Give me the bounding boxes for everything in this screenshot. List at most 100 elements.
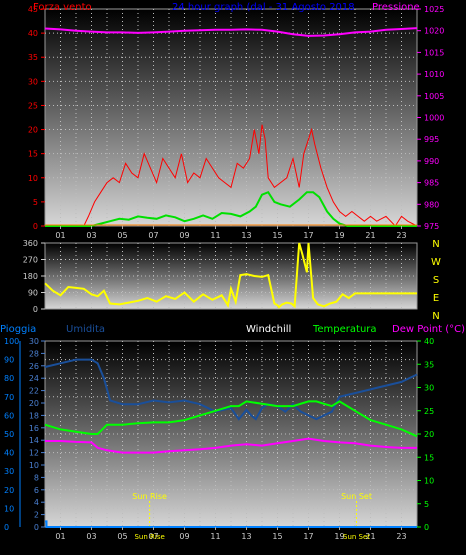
x-tick-label: 07	[148, 532, 158, 541]
right-y-tick-label: 1025	[424, 5, 444, 14]
left-y-tick-label: 30	[28, 77, 38, 86]
rain-y-tick-label: 70	[4, 393, 14, 402]
temperature-y-tick-label: 25	[424, 407, 434, 416]
humidity-y-tick-label: 26	[29, 362, 39, 371]
wind-speed-line	[45, 124, 418, 227]
direction-y-tick-label: 90	[28, 289, 38, 298]
chart-title: 24 hour graph (dal - 31 Agosto 2018	[172, 2, 355, 13]
temperature-y-tick-label: 35	[424, 360, 434, 369]
right-y-tick-label: 980	[424, 200, 439, 209]
x-tick-label: 05	[117, 532, 127, 541]
sun-marker-label: Sun Rise	[132, 492, 167, 501]
climate-grid	[45, 341, 417, 527]
rain-y-tick-label: 20	[4, 486, 14, 495]
left-y-tick-label: 0	[33, 222, 38, 231]
direction-y-tick-label: 180	[23, 272, 38, 281]
humidity-y-tick-label: 12	[29, 449, 39, 458]
temperature-y-tick-label: 40	[424, 337, 434, 346]
climate-axes: 0102030405060708090100024681012141618202…	[4, 337, 434, 541]
compass-label-n: N	[432, 239, 439, 250]
climate-series: Sun Rise Sun Set	[44, 358, 418, 528]
humidity-y-tick-label: 10	[29, 461, 39, 470]
humidity-y-tick-label: 4	[34, 498, 39, 507]
wind-pressure-series	[44, 27, 418, 227]
rain-line	[45, 520, 417, 528]
dew-point-line	[45, 437, 417, 454]
humidity-y-tick-label: 0	[34, 523, 39, 532]
x-tick-label: 09	[179, 532, 189, 541]
temperature-y-tick-label: 20	[424, 430, 434, 439]
left-y-tick-label: 5	[33, 198, 38, 207]
pressure-label: Pressione	[372, 2, 420, 13]
temperature-y-tick-label: 15	[424, 453, 434, 462]
humidity-line	[44, 358, 418, 421]
rain-y-tick-label: 30	[4, 467, 14, 476]
rain-y-tick-label: 80	[4, 374, 14, 383]
temperature-y-tick-label: 10	[424, 477, 434, 486]
right-y-tick-label: 1000	[424, 114, 444, 123]
left-y-tick-label: 35	[28, 53, 38, 62]
humidity-y-tick-label: 22	[29, 387, 39, 396]
direction-y-tick-label: 270	[23, 256, 38, 265]
compass-label-s: S	[433, 275, 439, 286]
x-tick-label: 23	[396, 231, 406, 240]
rain-y-tick-label: 60	[4, 411, 14, 420]
right-y-tick-label: 1020	[424, 27, 444, 36]
humidity-y-tick-label: 6	[34, 486, 39, 495]
left-y-tick-label: 45	[28, 5, 38, 14]
direction-y-tick-label: 0	[33, 305, 38, 314]
rain-y-tick-label: 40	[4, 449, 14, 458]
x-tick-label: 15	[272, 231, 282, 240]
dew-point-label: Dew Point (°C)	[392, 324, 465, 335]
humidity-y-tick-label: 30	[29, 337, 39, 346]
x-tick-label: 17	[303, 231, 313, 240]
humidity-y-tick-label: 16	[29, 424, 39, 433]
rain-y-tick-label: 100	[4, 337, 19, 346]
x-tick-label: 15	[272, 532, 282, 541]
x-tick-label: 11	[210, 231, 220, 240]
right-y-tick-label: 1015	[424, 48, 444, 57]
x-tick-label: 19	[334, 532, 344, 541]
x-tick-label: 03	[86, 231, 96, 240]
temperature-y-tick-label: 0	[424, 523, 429, 532]
temperature-line	[44, 400, 418, 438]
x-tick-label: 01	[55, 231, 65, 240]
pressure-line	[44, 27, 418, 37]
sun-marker-axis-label: Sun Set	[343, 533, 370, 541]
left-y-tick-label: 15	[28, 150, 38, 159]
windchill-label: Windchill	[246, 324, 291, 335]
x-tick-label: 17	[303, 532, 313, 541]
wind-pressure-axes: 0510152025303540459759809859909951000100…	[28, 5, 445, 240]
right-y-tick-label: 1010	[424, 70, 444, 79]
x-tick-label: 11	[210, 532, 220, 541]
right-y-tick-label: 995	[424, 135, 439, 144]
rain-y-tick-label: 50	[4, 430, 14, 439]
rain-y-tick-label: 10	[4, 504, 14, 513]
wind-direction-series	[44, 242, 417, 309]
wind-pressure-panel: 0510152025303540459759809859909951000100…	[28, 2, 445, 240]
wind-gust-line	[45, 190, 417, 227]
humidity-label: Umidita	[66, 324, 105, 335]
right-y-tick-label: 985	[424, 179, 439, 188]
right-y-tick-label: 1005	[424, 92, 444, 101]
direction-y-tick-label: 360	[23, 239, 38, 248]
right-y-tick-label: 975	[424, 222, 439, 231]
temperature-y-tick-label: 5	[424, 500, 429, 509]
compass-label-w: W	[431, 257, 441, 268]
rain-label: Pioggia	[0, 324, 36, 335]
x-tick-label: 23	[396, 532, 406, 541]
left-y-tick-label: 25	[28, 101, 38, 110]
humidity-y-tick-label: 20	[29, 399, 39, 408]
x-tick-label: 03	[86, 532, 96, 541]
left-y-tick-label: 20	[28, 126, 38, 135]
wind-direction-axes: 0 90 180 270 360	[23, 239, 45, 314]
x-tick-label: 13	[241, 231, 251, 240]
rain-y-tick-label: 0	[4, 523, 9, 532]
humidity-y-tick-label: 18	[29, 411, 39, 420]
wind-pressure-grid	[45, 9, 417, 226]
x-tick-label: 05	[117, 231, 127, 240]
humidity-y-tick-label: 28	[29, 349, 39, 358]
